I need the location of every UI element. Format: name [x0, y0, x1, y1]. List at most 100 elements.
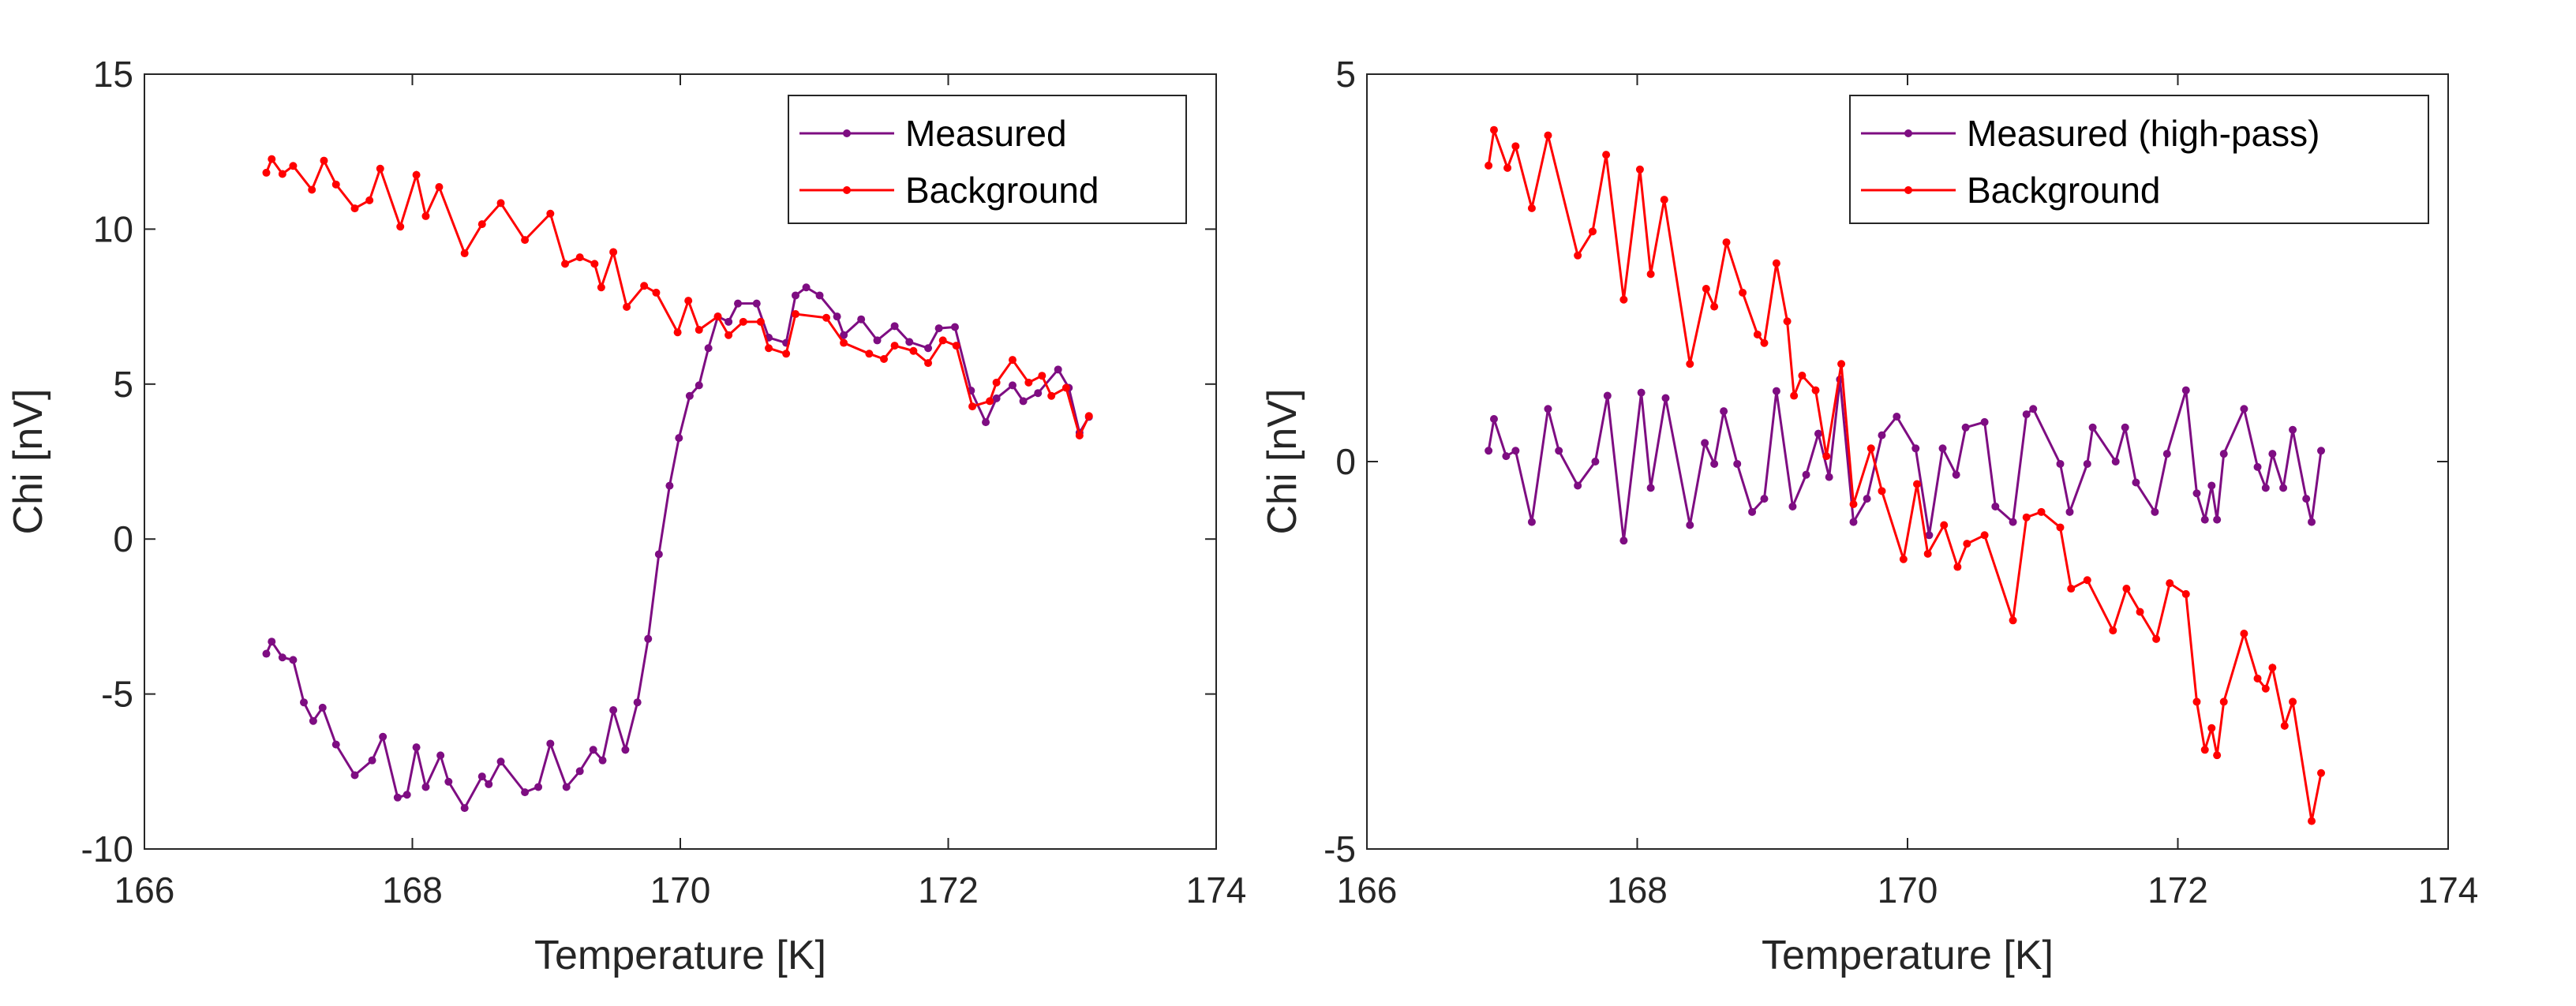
- data-point: [2200, 746, 2209, 754]
- data-point: [1837, 360, 1846, 368]
- data-point: [621, 746, 630, 754]
- data-point: [890, 342, 899, 350]
- data-point: [1991, 502, 2000, 510]
- data-point: [331, 180, 340, 189]
- data-point: [1925, 531, 1934, 540]
- legend-marker: [1904, 186, 1912, 194]
- data-point: [2268, 664, 2277, 672]
- data-point: [840, 338, 848, 347]
- data-point: [2022, 513, 2031, 522]
- data-point: [444, 777, 453, 786]
- data-point: [2166, 579, 2174, 588]
- data-point: [2162, 450, 2171, 458]
- data-point: [1878, 431, 1886, 439]
- y-axis-label: Chi [nV]: [1260, 389, 1305, 535]
- x-tick-label: 168: [382, 869, 443, 911]
- data-point: [2111, 458, 2120, 466]
- data-point: [396, 223, 405, 231]
- data-point: [1811, 386, 1820, 395]
- data-point: [1760, 338, 1769, 347]
- legend-box: [788, 95, 1187, 224]
- y-tick-label: 0: [1335, 441, 1356, 482]
- x-tick-label: 166: [114, 869, 175, 911]
- data-point: [934, 324, 943, 333]
- data-point: [1574, 251, 1582, 260]
- data-point: [1489, 125, 1498, 134]
- data-point: [1485, 447, 1493, 455]
- data-point: [1798, 371, 1807, 380]
- data-point: [704, 344, 713, 353]
- data-point: [2317, 769, 2326, 777]
- data-point: [1963, 540, 1971, 548]
- x-tick-label: 174: [2418, 869, 2479, 911]
- data-point: [2261, 484, 2270, 492]
- chart-panel-1: 166 168 170 172 174 -10 -5 0 5 10 15 Temperature [K…: [6, 54, 1246, 978]
- data-point: [1814, 429, 1822, 438]
- data-point: [2268, 450, 2277, 458]
- data-point: [289, 162, 298, 170]
- data-point: [460, 804, 469, 813]
- data-point: [2280, 721, 2289, 730]
- data-point: [924, 344, 933, 353]
- data-point: [590, 260, 599, 268]
- data-point: [1591, 458, 1600, 466]
- data-point: [802, 283, 811, 292]
- y-tick-label: 5: [113, 364, 133, 405]
- data-point: [890, 322, 899, 331]
- data-point: [652, 288, 661, 297]
- data-point: [684, 297, 693, 305]
- data-point: [1637, 388, 1646, 397]
- data-point: [268, 638, 276, 646]
- data-point: [1822, 452, 1831, 461]
- legend-box: [1849, 95, 2429, 224]
- data-point: [1008, 356, 1017, 365]
- data-point: [2088, 423, 2097, 432]
- data-point: [865, 350, 874, 358]
- data-point: [938, 336, 947, 345]
- data-point: [2181, 386, 2190, 395]
- data-point: [815, 291, 824, 300]
- data-point: [521, 236, 530, 245]
- data-point: [2240, 630, 2248, 638]
- data-point: [1084, 412, 1093, 421]
- data-point: [1790, 391, 1799, 400]
- data-point: [1753, 330, 1762, 338]
- data-point: [1878, 487, 1886, 496]
- data-point: [791, 310, 799, 319]
- data-point: [822, 313, 831, 322]
- data-point: [857, 315, 866, 323]
- data-point: [1635, 165, 1644, 174]
- legend-entry: Measured (high-pass): [1967, 113, 2320, 154]
- data-point: [2302, 495, 2311, 503]
- data-point: [1574, 481, 1582, 490]
- x-tick-label: 170: [650, 869, 711, 911]
- data-point: [1008, 381, 1017, 390]
- data-point: [460, 249, 469, 258]
- x-tick-label: 170: [1878, 869, 1938, 911]
- data-point: [308, 185, 316, 194]
- series-background: [262, 155, 1093, 440]
- data-point: [1802, 470, 1810, 479]
- data-point: [2109, 626, 2117, 635]
- legend: Measured (high-pass) Background: [1849, 95, 2429, 224]
- data-point: [1710, 302, 1719, 311]
- data-point: [435, 182, 444, 191]
- data-point: [1772, 387, 1780, 395]
- data-point: [724, 331, 733, 339]
- data-point: [561, 260, 570, 268]
- data-point: [1912, 480, 1921, 488]
- data-point: [2213, 751, 2222, 760]
- data-point: [1503, 163, 1512, 172]
- data-point: [331, 740, 340, 749]
- y-tick-label: -5: [1324, 828, 1356, 869]
- data-point: [1952, 470, 1960, 479]
- data-point: [546, 739, 555, 748]
- data-point: [575, 767, 584, 776]
- data-point: [609, 248, 618, 256]
- data-point: [992, 378, 1001, 387]
- data-point: [905, 338, 914, 346]
- data-point: [2279, 484, 2288, 492]
- data-point: [2192, 489, 2201, 498]
- data-point: [477, 772, 486, 781]
- data-point: [2192, 697, 2201, 706]
